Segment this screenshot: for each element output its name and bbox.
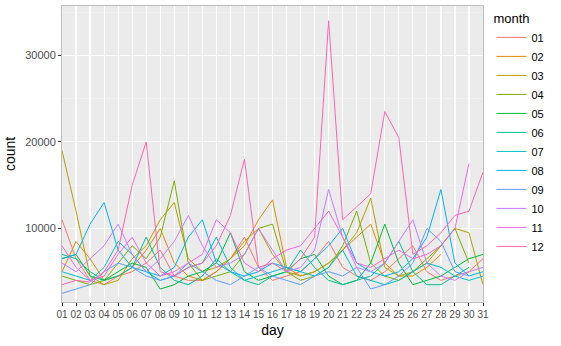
svg-text:22: 22 bbox=[351, 309, 363, 320]
svg-text:02: 02 bbox=[70, 309, 82, 320]
svg-text:10000: 10000 bbox=[25, 222, 56, 234]
svg-text:20: 20 bbox=[323, 309, 335, 320]
svg-text:17: 17 bbox=[281, 309, 293, 320]
svg-text:01: 01 bbox=[531, 32, 543, 44]
svg-text:21: 21 bbox=[337, 309, 349, 320]
svg-text:month: month bbox=[493, 11, 529, 26]
svg-text:13: 13 bbox=[225, 309, 237, 320]
svg-text:05: 05 bbox=[113, 309, 125, 320]
svg-text:11: 11 bbox=[531, 222, 542, 234]
svg-text:12: 12 bbox=[531, 241, 543, 253]
svg-text:16: 16 bbox=[267, 309, 279, 320]
svg-text:05: 05 bbox=[531, 108, 543, 120]
svg-text:18: 18 bbox=[295, 309, 307, 320]
svg-text:06: 06 bbox=[531, 127, 543, 139]
svg-text:10: 10 bbox=[183, 309, 195, 320]
svg-text:06: 06 bbox=[127, 309, 139, 320]
svg-text:01: 01 bbox=[56, 309, 68, 320]
svg-text:27: 27 bbox=[421, 309, 433, 320]
svg-text:24: 24 bbox=[379, 309, 391, 320]
svg-text:09: 09 bbox=[169, 309, 181, 320]
svg-text:20000: 20000 bbox=[25, 136, 56, 148]
svg-text:08: 08 bbox=[155, 309, 167, 320]
svg-text:07: 07 bbox=[531, 146, 543, 158]
svg-text:14: 14 bbox=[239, 309, 251, 320]
svg-text:31: 31 bbox=[477, 309, 489, 320]
svg-text:26: 26 bbox=[407, 309, 419, 320]
svg-text:03: 03 bbox=[85, 309, 97, 320]
svg-text:02: 02 bbox=[531, 51, 543, 63]
svg-text:12: 12 bbox=[211, 309, 223, 320]
svg-text:04: 04 bbox=[99, 309, 111, 320]
svg-text:15: 15 bbox=[253, 309, 265, 320]
svg-text:19: 19 bbox=[309, 309, 321, 320]
svg-text:30: 30 bbox=[463, 309, 475, 320]
svg-text:10: 10 bbox=[531, 203, 543, 215]
svg-text:08: 08 bbox=[531, 165, 543, 177]
svg-text:11: 11 bbox=[197, 309, 208, 320]
svg-text:25: 25 bbox=[393, 309, 405, 320]
svg-text:count: count bbox=[2, 137, 18, 171]
svg-text:23: 23 bbox=[365, 309, 377, 320]
svg-text:day: day bbox=[261, 322, 284, 338]
svg-text:29: 29 bbox=[449, 309, 461, 320]
svg-text:30000: 30000 bbox=[25, 49, 56, 61]
svg-text:03: 03 bbox=[531, 70, 543, 82]
svg-text:07: 07 bbox=[141, 309, 153, 320]
svg-text:09: 09 bbox=[531, 184, 543, 196]
svg-text:28: 28 bbox=[435, 309, 447, 320]
svg-text:04: 04 bbox=[531, 89, 543, 101]
